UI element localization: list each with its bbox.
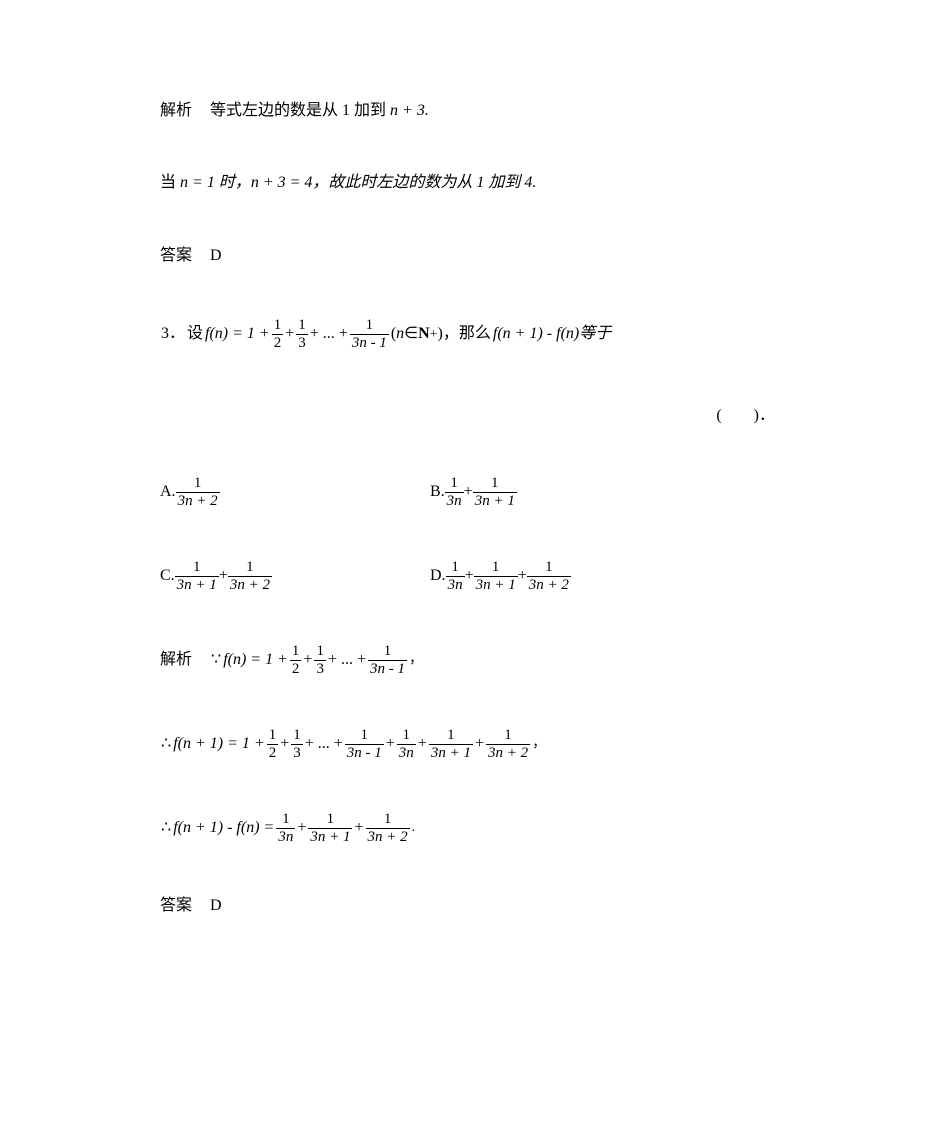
expr: n + 3 = 4，故此时左边的数为从 1 加到 4. <box>251 174 537 191</box>
paren-text: ( )． <box>716 407 775 424</box>
frac-half: 1 2 <box>272 317 284 351</box>
opt-letter: D. <box>430 567 446 585</box>
frac-last: 1 3n - 1 <box>350 317 389 351</box>
frac: 1 3n <box>445 475 464 509</box>
plus: + <box>280 733 289 755</box>
opt-letter: B. <box>430 483 445 501</box>
frac: 1 3n <box>276 811 295 845</box>
plus: + <box>354 817 363 839</box>
option-b: B. 1 3n + 1 3n + 1 <box>430 475 517 509</box>
frac: 1 3n + 1 <box>175 559 219 593</box>
therefore: ∴ <box>161 733 171 755</box>
answer-label: 答案 <box>160 895 192 917</box>
options-row-2: C. 1 3n + 1 + 1 3n + 2 D. 1 3n + 1 3n + … <box>160 559 785 593</box>
diff: f(n + 1) - f(n) = <box>173 817 274 839</box>
cond: (n∈N+)，那么 <box>391 323 491 345</box>
text: 当 <box>160 174 180 191</box>
frac: 1 3n + 2 <box>486 727 530 761</box>
q3-stem: 3． 设 f(n) = 1 + 1 2 + 1 3 + ... + 1 3n -… <box>160 317 785 351</box>
frac: 1 3n - 1 <box>345 727 384 761</box>
prev-analysis-line2: 当 n = 1 时，n + 3 = 4，故此时左边的数为从 1 加到 4. <box>160 172 785 194</box>
frac: 1 3 <box>314 643 326 677</box>
therefore: ∴ <box>161 817 171 839</box>
plus: + <box>465 567 474 585</box>
opt-letter: A. <box>160 483 176 501</box>
frac-third: 1 3 <box>296 317 308 351</box>
option-d: D. 1 3n + 1 3n + 1 + 1 3n + 2 <box>430 559 571 593</box>
analysis-label: 解析 <box>160 100 192 122</box>
frac: 1 3n + 1 <box>474 559 518 593</box>
expr: n = 1 时， <box>180 174 251 191</box>
opt-letter: C. <box>160 567 175 585</box>
plus: + <box>303 649 312 671</box>
frac: 1 3n + 2 <box>527 559 571 593</box>
frac: 1 3 <box>291 727 303 761</box>
plus: + <box>475 733 484 755</box>
frac: 1 3n + 2 <box>366 811 410 845</box>
plus: + <box>518 567 527 585</box>
text: 设 <box>187 323 203 345</box>
q3-answer: 答案 D <box>160 895 785 917</box>
frac: 1 3n + 2 <box>176 475 220 509</box>
plus: + <box>418 733 427 755</box>
frac: 1 2 <box>267 727 279 761</box>
comma: ， <box>532 734 546 754</box>
tail: f(n + 1) - f(n)等于 <box>493 323 611 345</box>
plus: + <box>386 733 395 755</box>
fn: f(n) = 1 + <box>205 323 270 345</box>
plus: + <box>297 817 306 839</box>
frac: 1 2 <box>290 643 302 677</box>
text: 等式左边的数是从 1 加到 <box>210 102 390 119</box>
answer-value: D <box>210 247 222 264</box>
fn: f(n) = 1 + <box>223 649 288 671</box>
prev-analysis-line1: 解析 等式左边的数是从 1 加到 n + 3. <box>160 100 785 122</box>
frac: 1 3n <box>397 727 416 761</box>
dots: + ... + <box>328 649 366 671</box>
dots: + ... + <box>310 323 348 345</box>
frac: 1 3n + 1 <box>473 475 517 509</box>
plus: + <box>219 567 228 585</box>
expr: n + 3. <box>390 102 429 119</box>
sol-line-2: ∴ f(n + 1) = 1 + 1 2 + 1 3 + ... + 1 3n … <box>160 727 785 761</box>
q-number: 3． <box>161 323 185 345</box>
answer-label: 答案 <box>160 245 192 267</box>
plus: + <box>285 323 294 345</box>
frac: 1 3n + 2 <box>228 559 272 593</box>
prev-answer: 答案 D <box>160 245 785 267</box>
option-a: A. 1 3n + 2 <box>160 475 430 509</box>
sol-line-3: ∴ f(n + 1) - f(n) = 1 3n + 1 3n + 1 + 1 … <box>160 811 785 845</box>
option-c: C. 1 3n + 1 + 1 3n + 2 <box>160 559 430 593</box>
page-root: 解析 等式左边的数是从 1 加到 n + 3. 当 n = 1 时，n + 3 … <box>0 0 945 1028</box>
frac: 1 3n + 1 <box>429 727 473 761</box>
answer-value: D <box>210 897 222 914</box>
frac: 1 3n + 1 <box>308 811 352 845</box>
analysis-label: 解析 <box>160 649 192 671</box>
period: . <box>412 818 416 838</box>
frac: 1 3n <box>446 559 465 593</box>
comma: ， <box>409 650 423 670</box>
frac: 1 3n - 1 <box>368 643 407 677</box>
because: ∵ <box>211 649 221 671</box>
q3-paren: ( )． <box>160 401 785 425</box>
options-row-1: A. 1 3n + 2 B. 1 3n + 1 3n + 1 <box>160 475 785 509</box>
dots: + ... + <box>305 733 343 755</box>
plus: + <box>464 483 473 501</box>
sol-line-1: 解析 ∵ f(n) = 1 + 1 2 + 1 3 + ... + 1 3n -… <box>160 643 785 677</box>
fn1: f(n + 1) = 1 + <box>173 733 265 755</box>
